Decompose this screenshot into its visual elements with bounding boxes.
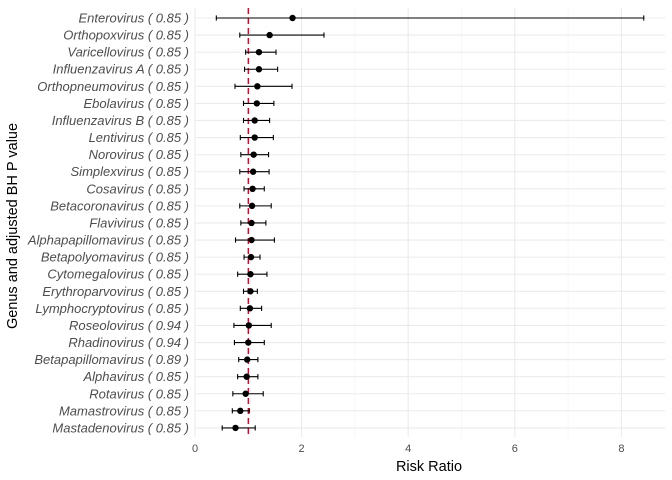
point-estimate — [255, 66, 263, 73]
y-tick-label: Alphapapillomavirus ( 0.85 ) — [27, 233, 189, 248]
point-estimate — [244, 356, 251, 363]
point-estimate — [245, 322, 253, 329]
y-tick-label: Influenzavirus A ( 0.85 ) — [53, 62, 189, 77]
y-tick-label: Simplexvirus ( 0.85 ) — [71, 164, 189, 179]
x-tick-label: 6 — [512, 443, 518, 455]
y-tick-label: Alphavirus ( 0.85 ) — [83, 369, 190, 384]
point-estimate — [248, 202, 256, 210]
y-tick-label: Orthopneumovirus ( 0.85 ) — [37, 79, 189, 94]
x-tick-labels: 0 2 4 6 8 — [192, 443, 625, 455]
y-tick-label: Enterovirus ( 0.85 ) — [78, 11, 189, 26]
error-bar — [233, 322, 272, 329]
x-tick-label: 8 — [618, 443, 624, 455]
point-estimate — [237, 407, 244, 415]
y-tick-label: Mastadenovirus ( 0.85 ) — [52, 420, 189, 435]
point-estimate — [266, 31, 273, 39]
y-tick-label: Ebolavirus ( 0.85 ) — [84, 96, 190, 111]
y-tick-label: Cytomegalovirus ( 0.85 ) — [47, 267, 189, 282]
error-bar — [234, 83, 293, 89]
confidence-intervals — [215, 15, 645, 431]
point-estimate — [246, 305, 254, 312]
point-estimate — [247, 288, 254, 295]
error-bar — [215, 15, 645, 21]
y-tick-label: Cosavirus ( 0.85 ) — [86, 181, 189, 196]
point-estimate — [248, 219, 255, 227]
point-estimate — [253, 100, 261, 107]
x-axis-title: Risk Ratio — [396, 459, 462, 475]
y-tick-label: Roseolovirus ( 0.94 ) — [69, 318, 189, 333]
point-estimate — [249, 168, 257, 175]
y-axis-title: Genus and adjusted BH P value — [5, 123, 21, 329]
y-tick-label: Lymphocryptovirus ( 0.85 ) — [35, 301, 189, 316]
y-tick-label: Betacoronavirus ( 0.85 ) — [50, 198, 189, 213]
y-tick-label: Betapolyomavirus ( 0.85 ) — [41, 250, 189, 265]
point-estimate — [245, 339, 252, 346]
point-estimate — [254, 83, 261, 90]
point-estimate — [255, 48, 263, 56]
x-tick-label: 2 — [299, 443, 305, 455]
point-estimate — [249, 185, 256, 192]
y-tick-label: Lentivirus ( 0.85 ) — [89, 130, 189, 145]
x-tick-label: 4 — [405, 443, 411, 455]
point-estimate — [251, 117, 258, 124]
point-estimate — [232, 424, 239, 432]
y-tick-label: Rhadinovirus ( 0.94 ) — [68, 335, 189, 350]
y-tick-label: Flavivirus ( 0.85 ) — [89, 215, 189, 230]
point-estimate — [243, 373, 250, 380]
point-estimate — [251, 134, 258, 141]
y-tick-label: Betapapillomavirus ( 0.89 ) — [34, 352, 189, 367]
error-bar — [234, 237, 275, 243]
error-bar — [239, 32, 325, 38]
point-estimate — [247, 271, 254, 278]
point-estimate — [247, 253, 255, 261]
y-tick-label: Influenzavirus B ( 0.85 ) — [52, 113, 189, 128]
y-tick-label: Norovirus ( 0.85 ) — [89, 147, 189, 162]
x-tick-label: 0 — [192, 443, 198, 455]
y-tick-label: Orthopoxvirus ( 0.85 ) — [63, 28, 189, 43]
y-tick-label: Mamastrovirus ( 0.85 ) — [59, 403, 189, 418]
point-estimate — [289, 14, 296, 22]
error-bar — [239, 203, 272, 209]
y-tick-label: Erythroparvovirus ( 0.85 ) — [42, 284, 189, 299]
y-tick-label: Rotavirus ( 0.85 ) — [89, 386, 189, 401]
point-estimates — [232, 14, 296, 432]
y-tick-labels: Enterovirus ( 0.85 ) Orthopoxvirus ( 0.85… — [27, 11, 189, 436]
y-tick-label: Varicellovirus ( 0.85 ) — [67, 45, 189, 60]
point-estimate — [250, 151, 257, 158]
point-estimate — [242, 390, 249, 397]
point-estimate — [248, 236, 255, 244]
